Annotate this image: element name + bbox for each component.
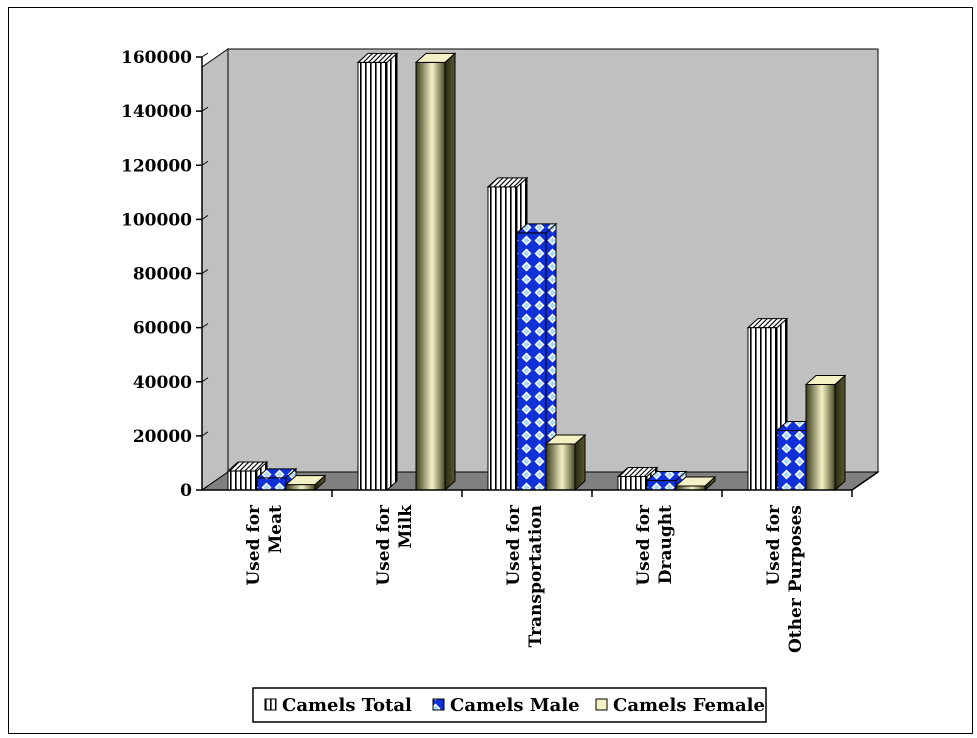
bar-group bbox=[226, 460, 327, 492]
y-tick-depth bbox=[201, 214, 209, 220]
y-tick-depth bbox=[201, 323, 209, 329]
y-tick-depth bbox=[201, 52, 209, 58]
legend-entry: Camels Total bbox=[282, 695, 412, 716]
x-tick-label: Used for Milk bbox=[374, 504, 416, 586]
bar-group bbox=[486, 176, 587, 492]
bar bbox=[284, 474, 327, 492]
y-tick-label: 40000 bbox=[133, 373, 192, 393]
y-tick-label: 80000 bbox=[133, 265, 192, 285]
y-tick-label: 140000 bbox=[121, 102, 192, 122]
bar bbox=[255, 467, 298, 492]
legend: Camels Total Camels Male Camels Female bbox=[252, 687, 767, 723]
x-axis-depth bbox=[851, 471, 879, 491]
x-tick-label: Used for Transportation bbox=[504, 504, 546, 647]
x-tick-label: Used for Meat bbox=[244, 504, 286, 586]
legend-entry: Camels Male bbox=[450, 695, 580, 716]
y-tick-depth bbox=[201, 431, 209, 437]
y-tick-depth bbox=[201, 160, 209, 166]
bars bbox=[226, 52, 847, 492]
x-tick-label: Used for Draught bbox=[634, 504, 676, 586]
y-tick-label: 20000 bbox=[133, 427, 192, 447]
legend-swatch bbox=[595, 698, 608, 711]
y-tick-depth bbox=[201, 269, 209, 274]
x-tick-label: Used for Other Purposes bbox=[764, 504, 806, 653]
bar-group bbox=[356, 52, 457, 492]
y-tick-label: 120000 bbox=[121, 156, 192, 176]
y-tick-depth bbox=[201, 377, 209, 383]
y-tick-label: 60000 bbox=[133, 319, 192, 339]
bar-group bbox=[616, 466, 717, 492]
bar bbox=[804, 374, 847, 492]
y-tick-depth bbox=[201, 106, 209, 112]
x-axis: Used for Meat Used for Milk Used for Transpor… bbox=[202, 471, 879, 653]
legend-box bbox=[252, 687, 767, 723]
side-wall bbox=[201, 48, 229, 491]
y-axis: 0 20000 40000 60000 80000 100000 120000 140000 1… bbox=[121, 48, 209, 501]
y-tick-label: 0 bbox=[180, 481, 192, 501]
bar bbox=[544, 433, 587, 492]
y-tick-label: 100000 bbox=[121, 210, 192, 230]
bar bbox=[515, 222, 558, 492]
y-tick-label: 160000 bbox=[121, 48, 192, 68]
legend-swatch bbox=[432, 698, 445, 711]
legend-swatch bbox=[264, 698, 277, 711]
bar-group bbox=[746, 317, 847, 492]
bar bbox=[356, 52, 399, 492]
bar bbox=[674, 475, 717, 492]
legend-entry: Camels Female bbox=[613, 695, 765, 716]
bar bbox=[414, 52, 457, 492]
